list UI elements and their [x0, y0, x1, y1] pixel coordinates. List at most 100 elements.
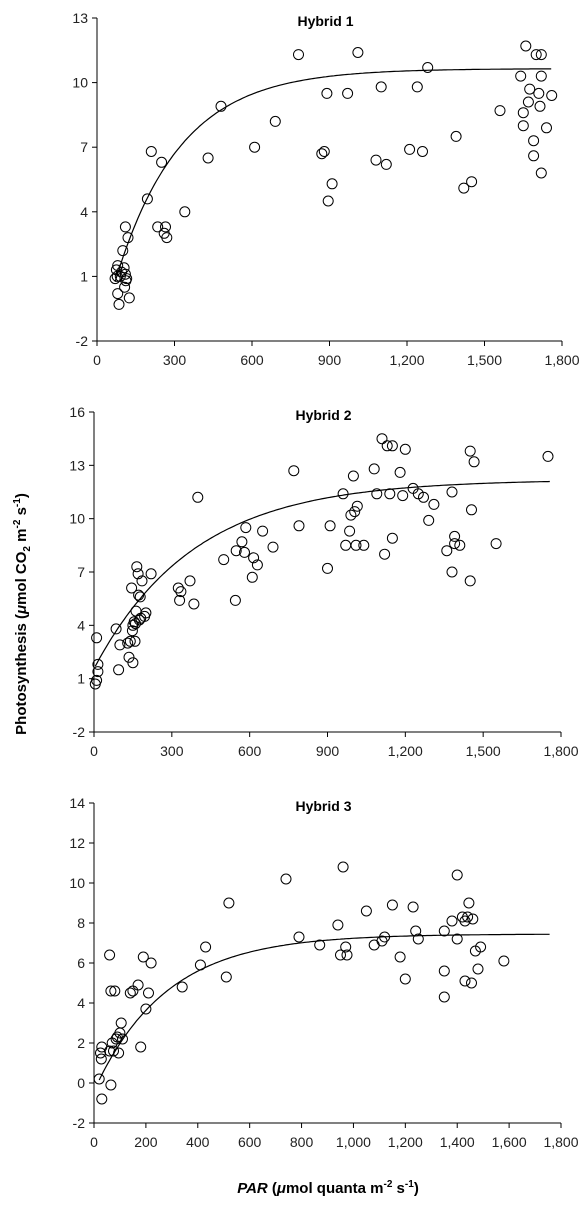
y-tick-label: 10 [72, 75, 88, 91]
data-point [376, 433, 388, 445]
data-point [176, 981, 188, 993]
data-point [438, 991, 450, 1003]
x-tick-label: 400 [186, 1134, 210, 1150]
x-tick-label: 1,500 [467, 352, 502, 368]
data-point [145, 568, 157, 580]
data-point [91, 632, 103, 644]
data-point [451, 933, 463, 945]
data-point [340, 941, 352, 953]
data-point [117, 1033, 128, 1045]
data-point [113, 298, 125, 310]
data-point [123, 292, 135, 304]
x-tick-label: 1,200 [388, 743, 423, 759]
x-tick-label: 200 [134, 1134, 158, 1150]
fit-curve [98, 933, 550, 1081]
data-point [126, 625, 138, 637]
x-tick-label: 1,400 [440, 1134, 475, 1150]
x-tick-label: 1,800 [543, 743, 578, 759]
data-point [137, 951, 149, 963]
data-point [96, 1041, 108, 1053]
data-point [337, 488, 349, 500]
data-point [109, 985, 121, 997]
data-point [314, 939, 326, 951]
data-point [472, 963, 484, 975]
data-point [267, 541, 279, 553]
data-point [446, 915, 458, 927]
data-point [127, 657, 139, 669]
data-point [345, 509, 357, 521]
data-point [117, 245, 129, 257]
data-point [446, 486, 458, 498]
data-point [542, 450, 554, 462]
chart-panel-2: -2 1 4 7 10 13 16 0 300 600 900 1,200 1,500 1,800 Hybr… [69, 404, 578, 759]
x-axis-title: PAR (μmol quanta m-2 s-1) [237, 1179, 419, 1197]
data-point [95, 1053, 107, 1065]
data-point [468, 456, 480, 468]
y-tick-label: 13 [69, 457, 85, 473]
x-tick-label: 600 [238, 1134, 262, 1150]
chart-title: Hybrid 1 [297, 13, 353, 29]
data-point [394, 951, 406, 963]
data-point [131, 561, 143, 573]
data-point [464, 575, 476, 587]
data-point [110, 264, 122, 276]
data-point [200, 941, 212, 953]
data-point [127, 985, 139, 997]
data-point [341, 949, 353, 961]
data-point [462, 911, 474, 923]
data-point [450, 130, 462, 142]
data-point [220, 971, 232, 983]
data-point [475, 941, 487, 953]
data-point [257, 525, 269, 537]
data-point [132, 979, 144, 991]
data-point [91, 674, 103, 686]
data-point [342, 87, 354, 99]
data-point [202, 152, 214, 164]
data-point [156, 156, 168, 168]
data-point [110, 623, 122, 635]
data-point [143, 987, 154, 999]
data-point [466, 504, 477, 516]
data-point [192, 491, 204, 503]
data-point [350, 539, 362, 551]
data-point [379, 931, 391, 943]
x-tick-label: 1,800 [544, 352, 579, 368]
data-point [428, 498, 440, 510]
data-point [119, 221, 131, 233]
data-point [215, 100, 227, 112]
data-point [347, 470, 359, 482]
data-point [368, 463, 380, 475]
data-point [136, 575, 148, 587]
data-point [194, 959, 206, 971]
y-tick-label: 10 [69, 511, 85, 527]
data-point [451, 869, 463, 881]
data-point [119, 268, 131, 280]
data-point [386, 899, 398, 911]
data-point [132, 568, 144, 580]
data-point [466, 176, 478, 188]
data-point [293, 520, 305, 532]
data-point [318, 146, 330, 157]
data-point [517, 107, 529, 119]
data-point [96, 1093, 108, 1105]
data-point [394, 466, 406, 478]
data-point [467, 913, 479, 925]
data-point [322, 195, 334, 207]
y-axis-title: Photosynthesis (μmol CO2 m-2 s-1) [12, 493, 33, 735]
y-tick-label: 14 [69, 795, 85, 811]
data-point [466, 977, 477, 989]
data-point [223, 897, 235, 909]
data-point [326, 178, 338, 190]
data-point [422, 62, 434, 73]
data-point [528, 150, 540, 162]
data-point [105, 985, 117, 997]
chart-title: Hybrid 3 [295, 798, 351, 814]
data-point [124, 987, 136, 999]
x-tick-label: 300 [160, 743, 184, 759]
data-point [438, 965, 450, 977]
x-tick-label: 0 [90, 1134, 98, 1150]
data-point [524, 83, 536, 95]
data-point [160, 221, 171, 233]
